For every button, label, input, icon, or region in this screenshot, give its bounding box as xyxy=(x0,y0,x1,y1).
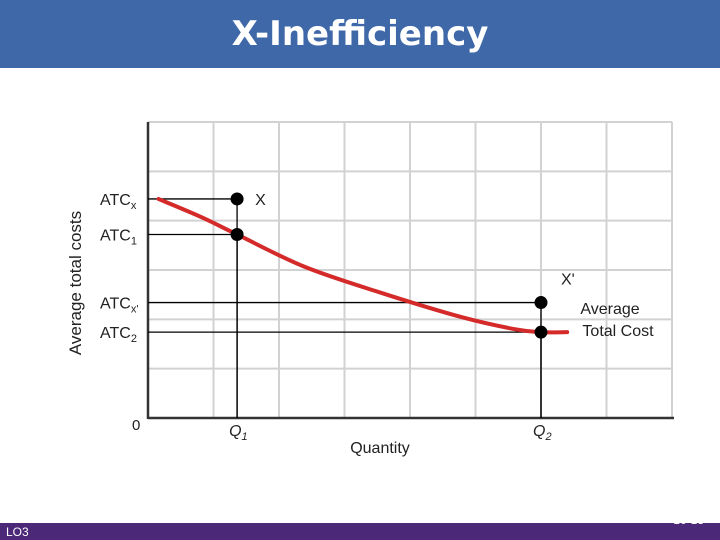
points xyxy=(230,192,548,339)
curve-label: Average xyxy=(580,301,639,318)
x-tick-label: Q1 xyxy=(229,423,248,443)
labels: X X' ATCx ATC1 ATCx' ATC2 Q1 Q2 0 Quantity Average… xyxy=(66,192,654,457)
y-tick-label: ATC1 xyxy=(100,227,137,247)
origin-label: 0 xyxy=(132,417,140,434)
y-tick-label: ATCx' xyxy=(100,296,138,316)
point-marker xyxy=(534,325,548,339)
footer-page-number: 10-13 xyxy=(673,513,704,527)
point-label: X xyxy=(255,192,266,209)
y-tick-label: ATC2 xyxy=(100,325,137,345)
x-tick-label: Q2 xyxy=(533,423,552,443)
curve-label: Total Cost xyxy=(582,323,654,340)
footer-bar xyxy=(0,523,720,540)
y-tick-label: ATCx xyxy=(100,192,137,212)
grid xyxy=(148,121,673,418)
axes xyxy=(146,122,674,420)
title-bar xyxy=(0,0,720,68)
footer-lo-label: LO3 xyxy=(6,525,29,539)
atc-curve xyxy=(156,196,570,335)
slide-title: X-Inefficiency xyxy=(231,14,489,54)
point-marker xyxy=(230,227,244,241)
y-axis-title: Average total costs xyxy=(66,211,85,355)
x-axis-title: Quantity xyxy=(350,440,410,457)
point-label: X' xyxy=(561,272,575,289)
point-marker xyxy=(230,192,244,206)
point-marker xyxy=(534,296,548,310)
